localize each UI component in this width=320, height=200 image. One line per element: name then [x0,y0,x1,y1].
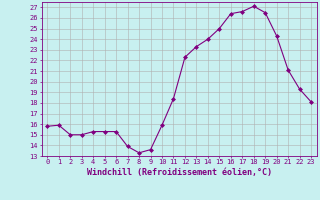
X-axis label: Windchill (Refroidissement éolien,°C): Windchill (Refroidissement éolien,°C) [87,168,272,177]
